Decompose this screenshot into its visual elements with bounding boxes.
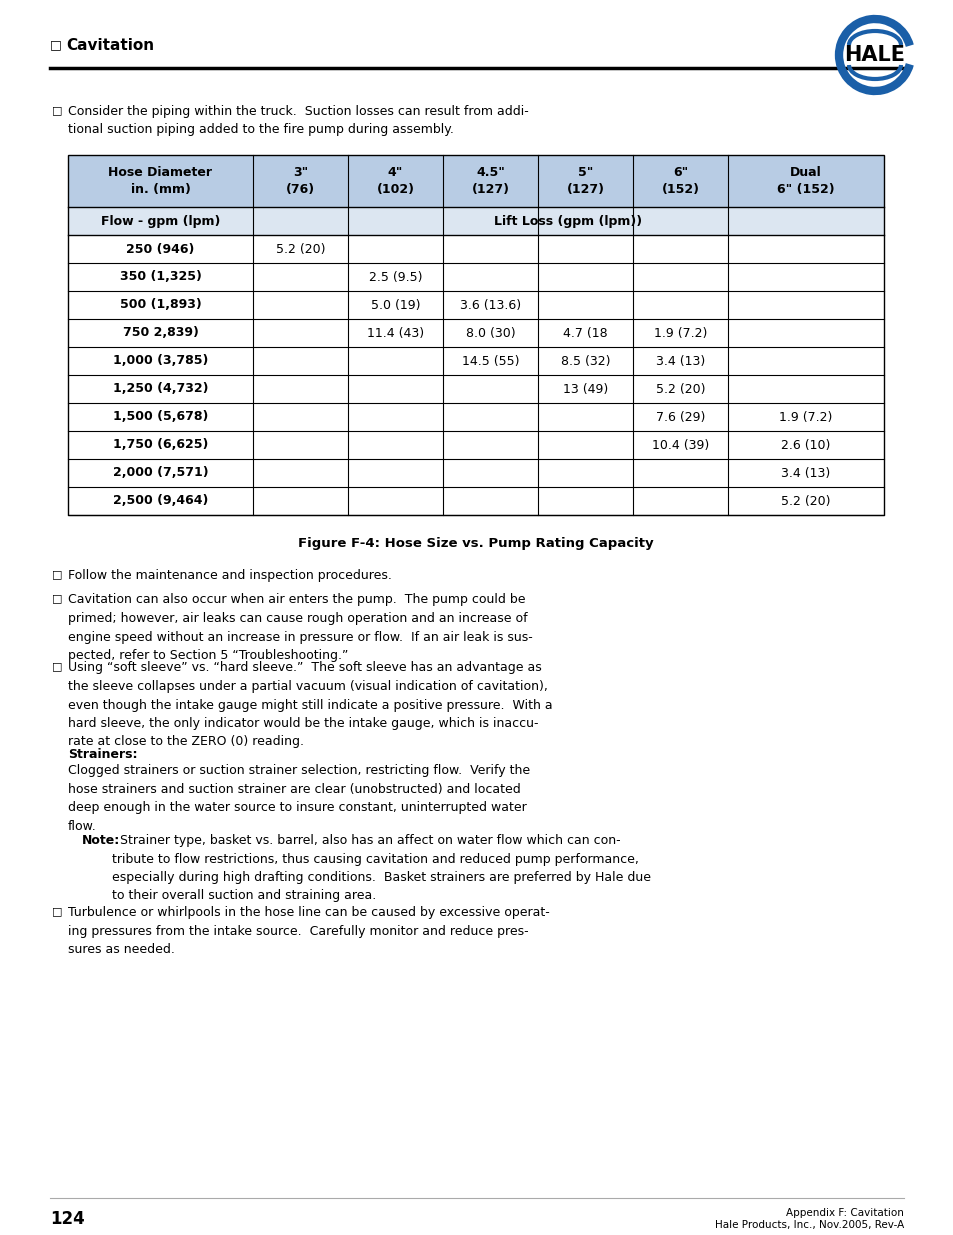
Bar: [68, 156, 883, 515]
Text: Hose Diameter
in. (mm): Hose Diameter in. (mm): [109, 165, 213, 196]
Text: 8.0 (30): 8.0 (30): [465, 326, 515, 340]
Text: 5.2 (20): 5.2 (20): [781, 494, 830, 508]
Text: 8.5 (32): 8.5 (32): [560, 354, 610, 368]
Text: 3.6 (13.6): 3.6 (13.6): [459, 299, 520, 311]
Text: 750 2,839): 750 2,839): [122, 326, 198, 340]
Text: Appendix F: Cavitation: Appendix F: Cavitation: [785, 1208, 903, 1218]
Text: 1.9 (7.2): 1.9 (7.2): [779, 410, 832, 424]
Text: □: □: [50, 38, 62, 51]
Text: 1,500 (5,678): 1,500 (5,678): [112, 410, 208, 424]
Text: □: □: [52, 569, 63, 579]
Text: Cavitation: Cavitation: [66, 38, 154, 53]
Text: Dual
6" (152): Dual 6" (152): [777, 165, 834, 196]
Text: Cavitation can also occur when air enters the pump.  The pump could be
primed; h: Cavitation can also occur when air enter…: [68, 594, 532, 662]
Text: Using “soft sleeve” vs. “hard sleeve.”  The soft sleeve has an advantage as
the : Using “soft sleeve” vs. “hard sleeve.” T…: [68, 662, 552, 748]
Text: □: □: [52, 906, 63, 916]
Text: 4.5"
(127): 4.5" (127): [471, 165, 509, 196]
Text: 124: 124: [50, 1210, 85, 1228]
Text: Flow - gpm (lpm): Flow - gpm (lpm): [101, 215, 220, 227]
Text: Strainers:: Strainers:: [68, 748, 137, 761]
Text: 1.9 (7.2): 1.9 (7.2): [653, 326, 706, 340]
Text: 7.6 (29): 7.6 (29): [655, 410, 704, 424]
Text: 5.2 (20): 5.2 (20): [275, 242, 325, 256]
Text: 13 (49): 13 (49): [562, 383, 607, 395]
Text: Figure F-4: Hose Size vs. Pump Rating Capacity: Figure F-4: Hose Size vs. Pump Rating Ca…: [298, 537, 653, 550]
Text: 500 (1,893): 500 (1,893): [119, 299, 201, 311]
Text: Hale Products, Inc., Nov.2005, Rev-A: Hale Products, Inc., Nov.2005, Rev-A: [714, 1220, 903, 1230]
Text: 1,000 (3,785): 1,000 (3,785): [112, 354, 208, 368]
Text: □: □: [52, 662, 63, 672]
Text: 14.5 (55): 14.5 (55): [461, 354, 518, 368]
Text: 5.2 (20): 5.2 (20): [655, 383, 704, 395]
Text: 5.0 (19): 5.0 (19): [371, 299, 420, 311]
Text: 3"
(76): 3" (76): [286, 165, 314, 196]
Text: 2,500 (9,464): 2,500 (9,464): [112, 494, 208, 508]
Text: 4"
(102): 4" (102): [376, 165, 414, 196]
Text: 6"
(152): 6" (152): [660, 165, 699, 196]
Text: 5"
(127): 5" (127): [566, 165, 604, 196]
Text: 3.4 (13): 3.4 (13): [781, 467, 830, 479]
Text: Clogged strainers or suction strainer selection, restricting flow.  Verify the
h: Clogged strainers or suction strainer se…: [68, 764, 530, 832]
Text: 4.7 (18: 4.7 (18: [562, 326, 607, 340]
Text: Turbulence or whirlpools in the hose line can be caused by excessive operat-
ing: Turbulence or whirlpools in the hose lin…: [68, 906, 549, 956]
Text: Follow the maintenance and inspection procedures.: Follow the maintenance and inspection pr…: [68, 569, 392, 582]
Text: 3.4 (13): 3.4 (13): [655, 354, 704, 368]
Bar: [68, 207, 883, 235]
Text: □: □: [52, 105, 63, 115]
Text: 1,250 (4,732): 1,250 (4,732): [112, 383, 208, 395]
Text: 10.4 (39): 10.4 (39): [651, 438, 708, 452]
Text: Strainer type, basket vs. barrel, also has an affect on water flow which can con: Strainer type, basket vs. barrel, also h…: [112, 834, 650, 903]
Text: 2,000 (7,571): 2,000 (7,571): [112, 467, 208, 479]
Text: 1,750 (6,625): 1,750 (6,625): [112, 438, 208, 452]
Text: 250 (946): 250 (946): [126, 242, 194, 256]
Text: Consider the piping within the truck.  Suction losses can result from addi-
tion: Consider the piping within the truck. Su…: [68, 105, 528, 137]
Bar: [68, 156, 883, 207]
Text: HALE: HALE: [843, 44, 904, 65]
Text: 11.4 (43): 11.4 (43): [367, 326, 424, 340]
Text: Lift Loss (gpm (lpm)): Lift Loss (gpm (lpm)): [494, 215, 642, 227]
Text: 2.5 (9.5): 2.5 (9.5): [369, 270, 422, 284]
Text: □: □: [52, 594, 63, 604]
Text: Note:: Note:: [82, 834, 120, 847]
Text: 2.6 (10): 2.6 (10): [781, 438, 830, 452]
Text: 350 (1,325): 350 (1,325): [119, 270, 201, 284]
